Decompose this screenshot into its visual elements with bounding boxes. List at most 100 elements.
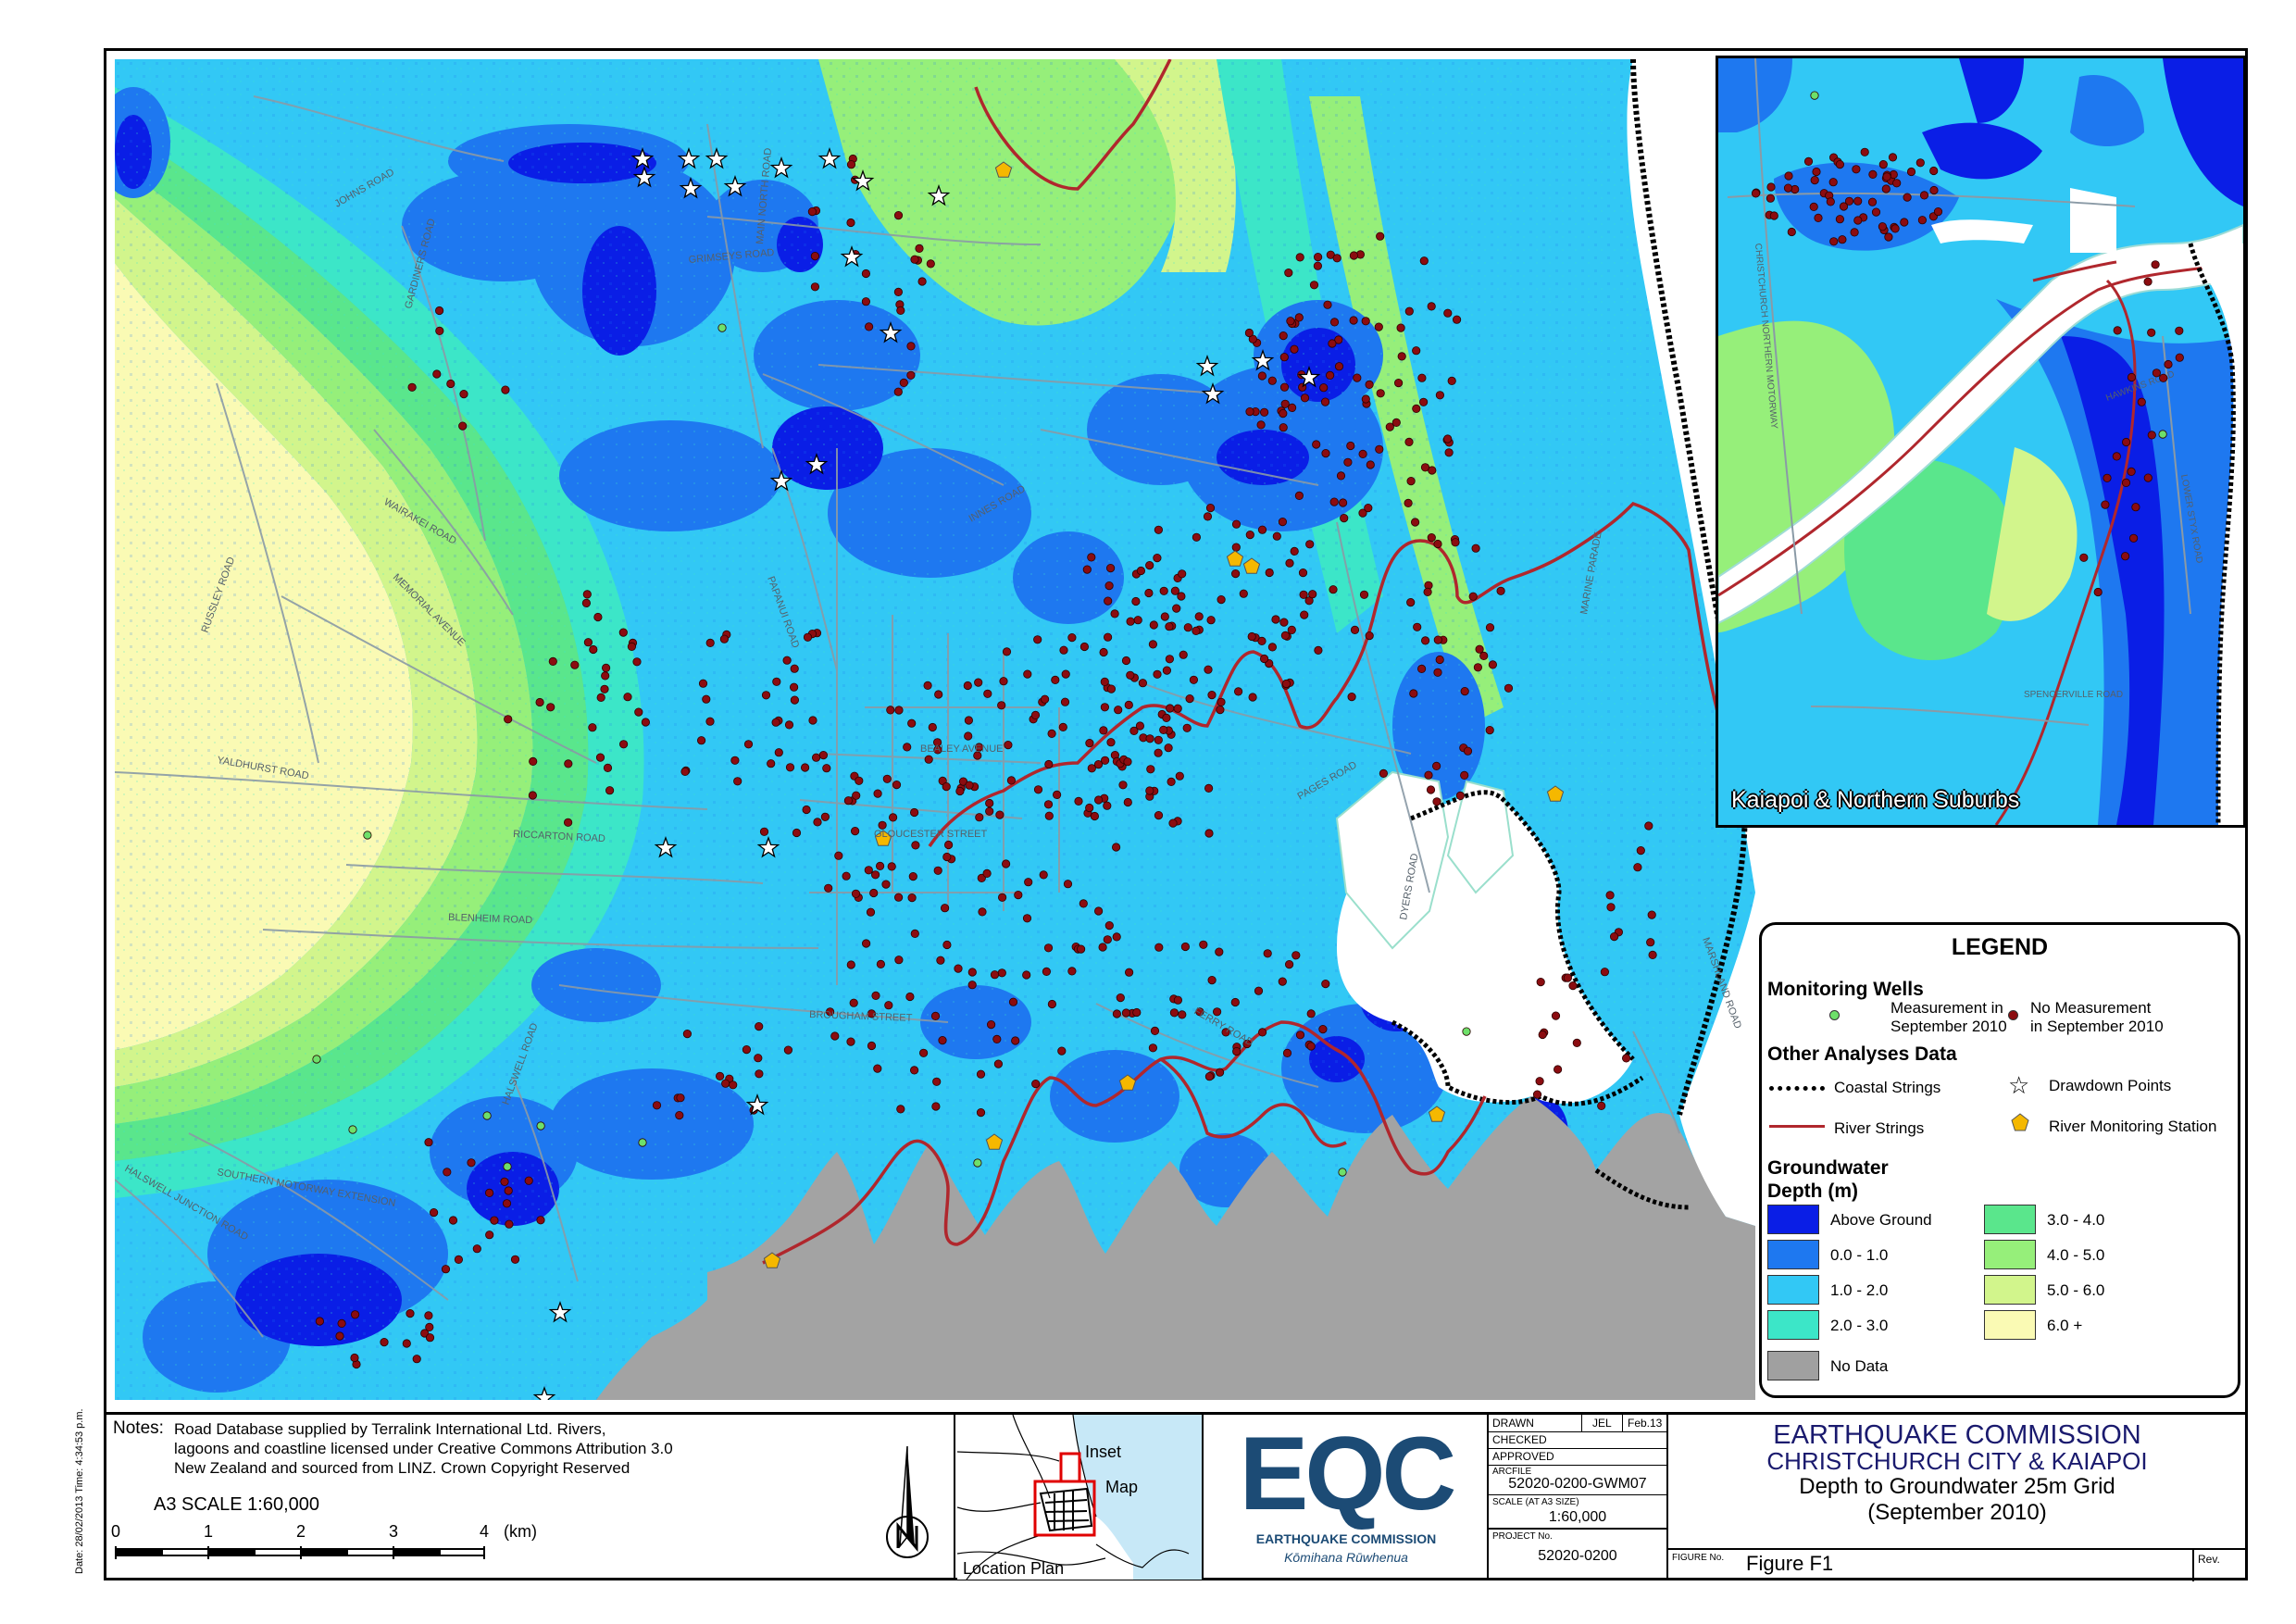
well-no-measurement[interactable] — [1217, 594, 1226, 605]
well-no-measurement[interactable] — [1124, 700, 1133, 710]
well-no-measurement[interactable] — [910, 255, 919, 264]
well-no-measurement[interactable] — [705, 717, 715, 726]
well-no-measurement[interactable] — [842, 871, 851, 881]
well-no-measurement[interactable] — [1217, 697, 1226, 706]
drawdown-point[interactable] — [1297, 366, 1321, 388]
well-no-measurement[interactable] — [1265, 568, 1274, 578]
drawdown-point[interactable] — [745, 1093, 769, 1116]
inset-well-no-measurement[interactable] — [1809, 202, 1818, 211]
well-no-measurement[interactable] — [830, 1031, 840, 1041]
well-no-measurement[interactable] — [1417, 373, 1427, 382]
well-no-measurement[interactable] — [1257, 371, 1267, 381]
inset-well-no-measurement[interactable] — [2152, 369, 2161, 378]
well-no-measurement[interactable] — [702, 694, 711, 704]
well-no-measurement[interactable] — [1306, 1009, 1316, 1018]
well-no-measurement[interactable] — [1339, 498, 1348, 507]
drawdown-point[interactable] — [756, 836, 780, 858]
well-no-measurement[interactable] — [1067, 632, 1077, 643]
well-no-measurement[interactable] — [1504, 683, 1514, 693]
well-no-measurement[interactable] — [1468, 592, 1478, 601]
drawdown-point[interactable] — [927, 184, 951, 206]
well-no-measurement[interactable] — [1248, 693, 1257, 702]
well-no-measurement[interactable] — [923, 681, 932, 691]
well-no-measurement[interactable] — [963, 681, 972, 691]
well-no-measurement[interactable] — [755, 1022, 764, 1031]
inset-well-no-measurement[interactable] — [1844, 196, 1854, 206]
well-no-measurement[interactable] — [1242, 1039, 1252, 1049]
well-no-measurement[interactable] — [976, 1108, 986, 1118]
well-no-measurement[interactable] — [1100, 703, 1110, 712]
well-no-measurement[interactable] — [603, 763, 613, 773]
well-no-measurement[interactable] — [896, 306, 905, 315]
river-monitoring-station[interactable] — [1226, 550, 1244, 567]
inset-well-no-measurement[interactable] — [2143, 473, 2152, 482]
well-no-measurement[interactable] — [1290, 546, 1299, 556]
river-monitoring-station[interactable] — [874, 830, 892, 846]
well-no-measurement[interactable] — [1164, 743, 1173, 753]
well-no-measurement[interactable] — [1150, 1026, 1160, 1036]
well-no-measurement[interactable] — [1610, 931, 1619, 942]
well-no-measurement[interactable] — [564, 759, 573, 768]
well-no-measurement[interactable] — [1419, 256, 1429, 266]
well-no-measurement[interactable] — [933, 866, 942, 875]
well-no-measurement[interactable] — [1350, 625, 1360, 635]
well-no-measurement[interactable] — [1443, 308, 1453, 318]
drawdown-point[interactable] — [817, 147, 842, 169]
well-no-measurement[interactable] — [1600, 968, 1610, 977]
well-no-measurement[interactable] — [1061, 669, 1070, 679]
well-no-measurement[interactable] — [990, 970, 1000, 980]
well-no-measurement[interactable] — [682, 1030, 693, 1039]
well-no-measurement[interactable] — [443, 1168, 452, 1177]
well-no-measurement[interactable] — [1421, 636, 1430, 645]
well-no-measurement[interactable] — [864, 866, 873, 875]
well-no-measurement[interactable] — [846, 218, 855, 228]
well-no-measurement[interactable] — [942, 852, 952, 862]
well-no-measurement[interactable] — [1159, 725, 1168, 735]
well-no-measurement[interactable] — [1290, 344, 1299, 354]
well-no-measurement[interactable] — [1145, 560, 1154, 570]
well-no-measurement[interactable] — [1314, 253, 1323, 262]
well-no-measurement[interactable] — [412, 1355, 421, 1364]
well-no-measurement[interactable] — [1433, 668, 1442, 677]
well-no-measurement[interactable] — [1279, 382, 1290, 392]
well-no-measurement[interactable] — [1309, 281, 1319, 290]
inset-well-no-measurement[interactable] — [2121, 478, 2131, 487]
well-no-measurement[interactable] — [432, 369, 442, 379]
well-no-measurement[interactable] — [1014, 890, 1023, 900]
well-no-measurement[interactable] — [1347, 692, 1356, 702]
inset-well-no-measurement[interactable] — [2120, 552, 2130, 561]
well-no-measurement[interactable] — [1532, 1090, 1542, 1099]
well-no-measurement[interactable] — [1116, 993, 1125, 1003]
inset-well-no-measurement[interactable] — [2143, 277, 2152, 286]
well-no-measurement[interactable] — [1279, 331, 1288, 341]
well-no-measurement[interactable] — [742, 1045, 752, 1055]
well-no-measurement[interactable] — [1267, 643, 1278, 652]
inset-well-no-measurement[interactable] — [2147, 328, 2156, 337]
well-no-measurement[interactable] — [1110, 609, 1119, 618]
inset-well-no-measurement[interactable] — [1906, 167, 1916, 177]
well-no-measurement[interactable] — [1366, 460, 1375, 469]
well-no-measurement[interactable] — [1299, 590, 1308, 599]
well-no-measurement[interactable] — [1319, 383, 1329, 393]
well-no-measurement[interactable] — [907, 718, 917, 728]
well-no-measurement[interactable] — [1192, 532, 1202, 542]
well-no-measurement[interactable] — [1165, 622, 1174, 631]
well-no-measurement[interactable] — [1257, 636, 1267, 646]
well-no-measurement[interactable] — [1173, 995, 1183, 1005]
well-no-measurement[interactable] — [1040, 694, 1050, 704]
well-no-measurement[interactable] — [524, 1176, 533, 1185]
well-no-measurement[interactable] — [785, 763, 795, 772]
well-no-measurement[interactable] — [1488, 660, 1498, 669]
well-no-measurement[interactable] — [1485, 623, 1495, 632]
well-no-measurement[interactable] — [1101, 756, 1110, 765]
well-no-measurement[interactable] — [1300, 610, 1309, 619]
well-no-measurement[interactable] — [1406, 476, 1416, 486]
well-no-measurement[interactable] — [335, 1331, 344, 1341]
well-no-measurement[interactable] — [1298, 568, 1308, 578]
well-no-measurement[interactable] — [1433, 539, 1442, 549]
well-no-measurement[interactable] — [1285, 558, 1294, 568]
well-no-measurement[interactable] — [1082, 565, 1092, 574]
well-no-measurement[interactable] — [1295, 1031, 1305, 1040]
well-no-measurement[interactable] — [875, 861, 885, 871]
well-no-measurement[interactable] — [789, 682, 799, 692]
